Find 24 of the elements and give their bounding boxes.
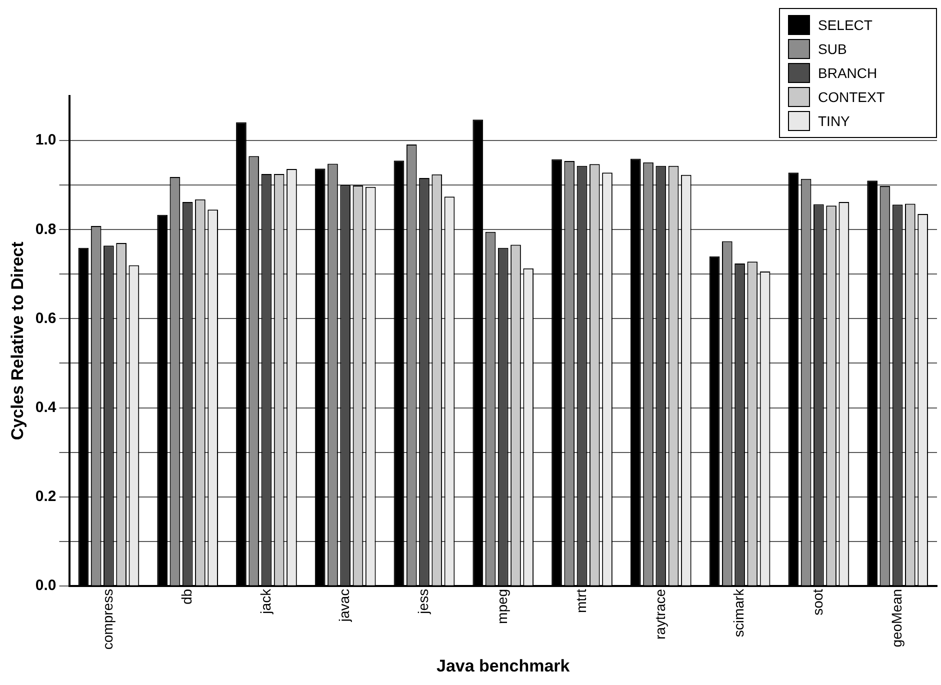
- y-tick-label: 0.2: [35, 488, 56, 505]
- y-tick-label: 0.0: [35, 577, 56, 594]
- x-axis-title: Java benchmark: [436, 656, 570, 676]
- x-tick-label: mtrt: [572, 588, 589, 614]
- y-axis-title: Cycles Relative to Direct: [8, 241, 27, 440]
- legend-label: BRANCH: [818, 65, 878, 81]
- x-tick-label: raytrace: [652, 588, 668, 640]
- x-tick-label: soot: [810, 588, 826, 616]
- y-tick-label: 0.8: [35, 220, 56, 238]
- x-tick-label: javac: [336, 588, 352, 623]
- y-tick-label: 1.0: [35, 132, 56, 149]
- legend-label: SELECT: [818, 17, 872, 33]
- x-tick-label: scimark: [730, 588, 747, 638]
- x-tick-label: jack: [257, 588, 274, 615]
- legend-label: CONTEXT: [818, 89, 885, 105]
- legend-label: TINY: [818, 113, 850, 129]
- x-tick-label: compress: [100, 588, 116, 650]
- x-tick-label: mpeg: [494, 588, 510, 624]
- x-tick-label: db: [178, 588, 194, 604]
- x-tick-label: geoMean: [888, 588, 904, 648]
- x-tick-label: jess: [415, 588, 432, 615]
- y-tick-label: 0.6: [35, 310, 56, 327]
- y-tick-label: 0.4: [35, 398, 57, 416]
- legend-label: SUB: [818, 41, 847, 57]
